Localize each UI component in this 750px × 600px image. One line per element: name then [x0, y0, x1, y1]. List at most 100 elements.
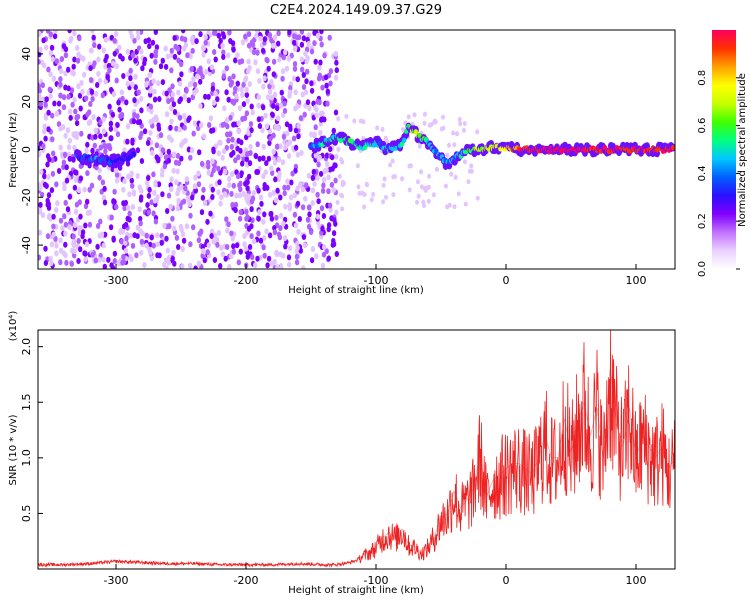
spectrogram-noise-cell: [225, 123, 230, 130]
spectrogram-noise-cell: [159, 171, 165, 178]
spectrogram-noise-cell: [56, 121, 62, 128]
spectrogram-noise-cell: [251, 190, 256, 196]
spectrogram-noise-cell: [362, 192, 367, 198]
spectrogram-noise-cell: [95, 223, 101, 229]
spectrogram-noise-cell: [263, 112, 268, 119]
spectrogram-noise-cell: [115, 131, 121, 138]
spectrogram-noise-cell: [401, 127, 405, 133]
spectrogram-noise-cell: [113, 31, 119, 37]
spectrogram-noise-cell: [231, 73, 236, 80]
spectrogram-noise-cell: [72, 184, 78, 191]
spectrogram-noise-cell: [233, 85, 238, 92]
spectrogram-noise-cell: [213, 56, 218, 63]
colorbar-tick-label: 0.6: [697, 118, 708, 134]
spectrogram-noise-cell: [254, 30, 260, 34]
spectrogram-noise-cell: [245, 214, 250, 221]
spectrogram-noise-cell: [128, 67, 133, 74]
spectrogram-noise-cell: [95, 243, 100, 250]
spectrogram-noise-cell: [227, 76, 232, 82]
spectrogram-noise-cell: [45, 161, 50, 168]
spectrogram-signal-cell: [402, 137, 407, 143]
spectrogram-noise-cell: [43, 114, 49, 121]
spectrogram-noise-cell: [85, 210, 91, 216]
spectrogram-noise-cell: [49, 187, 55, 194]
spectrogram-noise-cell: [445, 152, 450, 158]
spectrogram-noise-cell: [320, 262, 326, 269]
spectrogram-noise-cell: [407, 187, 412, 193]
spectrogram-noise-cell: [97, 232, 102, 239]
spectrogram-noise-cell: [293, 222, 299, 229]
spectrogram-noise-cell: [361, 136, 366, 141]
spectrogram-noise-cell: [246, 130, 251, 136]
spectrogram-noise-cell: [271, 42, 276, 49]
spectrogram-noise-cell: [168, 124, 173, 131]
spectrogram-noise-cell: [271, 148, 276, 155]
spectrogram-noise-cell: [292, 192, 297, 199]
spectrogram-noise-cell: [265, 262, 270, 269]
spectrogram-noise-cell: [320, 225, 325, 232]
spectrogram-x-tick-label: -300: [104, 274, 129, 287]
spectrogram-noise-cell: [77, 225, 82, 231]
spectrogram-noise-cell: [189, 80, 194, 87]
spectrogram-noise-cell: [329, 181, 335, 188]
spectrogram-noise-cell: [91, 114, 96, 120]
spectrogram-noise-cell: [114, 177, 120, 184]
spectrogram-noise-cell: [112, 188, 117, 195]
spectrogram-noise-cell: [212, 49, 217, 55]
spectrogram-noise-cell: [169, 186, 174, 193]
spectrogram-noise-cell: [52, 33, 58, 40]
spectrogram-noise-cell: [166, 157, 171, 164]
spectrogram-noise-cell: [317, 99, 322, 106]
spectrogram-noise-cell: [323, 74, 329, 81]
spectrogram-noise-cell: [128, 232, 133, 239]
spectrogram-noise-cell: [272, 34, 278, 41]
spectrogram-noise-cell: [231, 46, 236, 53]
spectrogram-noise-cell: [262, 211, 267, 218]
spectrogram-noise-cell: [117, 106, 122, 113]
spectrogram-noise-cell: [147, 72, 152, 79]
spectrogram-noise-cell: [87, 221, 93, 228]
spectrogram-noise-cell: [312, 131, 317, 138]
spectrogram-noise-cell: [369, 197, 374, 203]
spectrogram-noise-cell: [284, 65, 290, 72]
spectrogram-noise-cell: [151, 171, 156, 178]
spectrogram-signal-cell: [670, 145, 675, 151]
spectrogram-noise-cell: [243, 76, 248, 83]
spectrogram-noise-cell: [180, 263, 185, 269]
spectrogram-noise-cell: [375, 125, 380, 131]
spectrogram-noise-cell: [50, 56, 55, 63]
spectrogram-noise-cell: [72, 56, 77, 63]
spectrogram-noise-cell: [67, 224, 72, 231]
spectrogram-noise-cell: [139, 48, 144, 55]
spectrogram-noise-cell: [196, 181, 202, 188]
spectrogram-noise-cell: [75, 45, 80, 51]
spectrogram-noise-cell: [89, 88, 95, 95]
spectrogram-noise-cell: [64, 164, 69, 171]
spectrogram-noise-cell: [112, 50, 118, 57]
spectrogram-noise-cell: [293, 144, 299, 151]
spectrogram-noise-cell: [264, 56, 269, 63]
spectrogram-noise-cell: [206, 242, 211, 249]
spectrogram-noise-cell: [257, 209, 262, 216]
spectrogram-noise-cell: [246, 173, 252, 180]
spectrogram-noise-cell: [103, 78, 108, 85]
spectrogram-signal-layer: [74, 122, 675, 170]
spectrogram-noise-cell: [290, 170, 295, 177]
spectrogram-noise-cell: [227, 131, 233, 138]
spectrogram-noise-cell: [248, 121, 254, 127]
spectrogram-noise-cell: [63, 252, 68, 259]
spectrogram-noise-cell: [266, 155, 272, 162]
spectrogram-noise-cell: [222, 105, 227, 112]
colorbar-tick-label: 0.2: [697, 213, 708, 229]
spectrogram-noise-cell: [176, 186, 181, 193]
spectrogram-noise-cell: [340, 206, 345, 212]
spectrogram-noise-cell: [250, 254, 255, 261]
spectrogram-noise-cell: [415, 199, 419, 205]
spectrogram-noise-cell: [114, 77, 119, 84]
spectrogram-noise-cell: [224, 65, 229, 72]
spectrogram-noise-cell: [146, 209, 151, 216]
spectrogram-noise-cell: [51, 231, 56, 238]
spectrogram-noise-cell: [176, 57, 181, 64]
spectrogram-noise-cell: [131, 118, 137, 125]
